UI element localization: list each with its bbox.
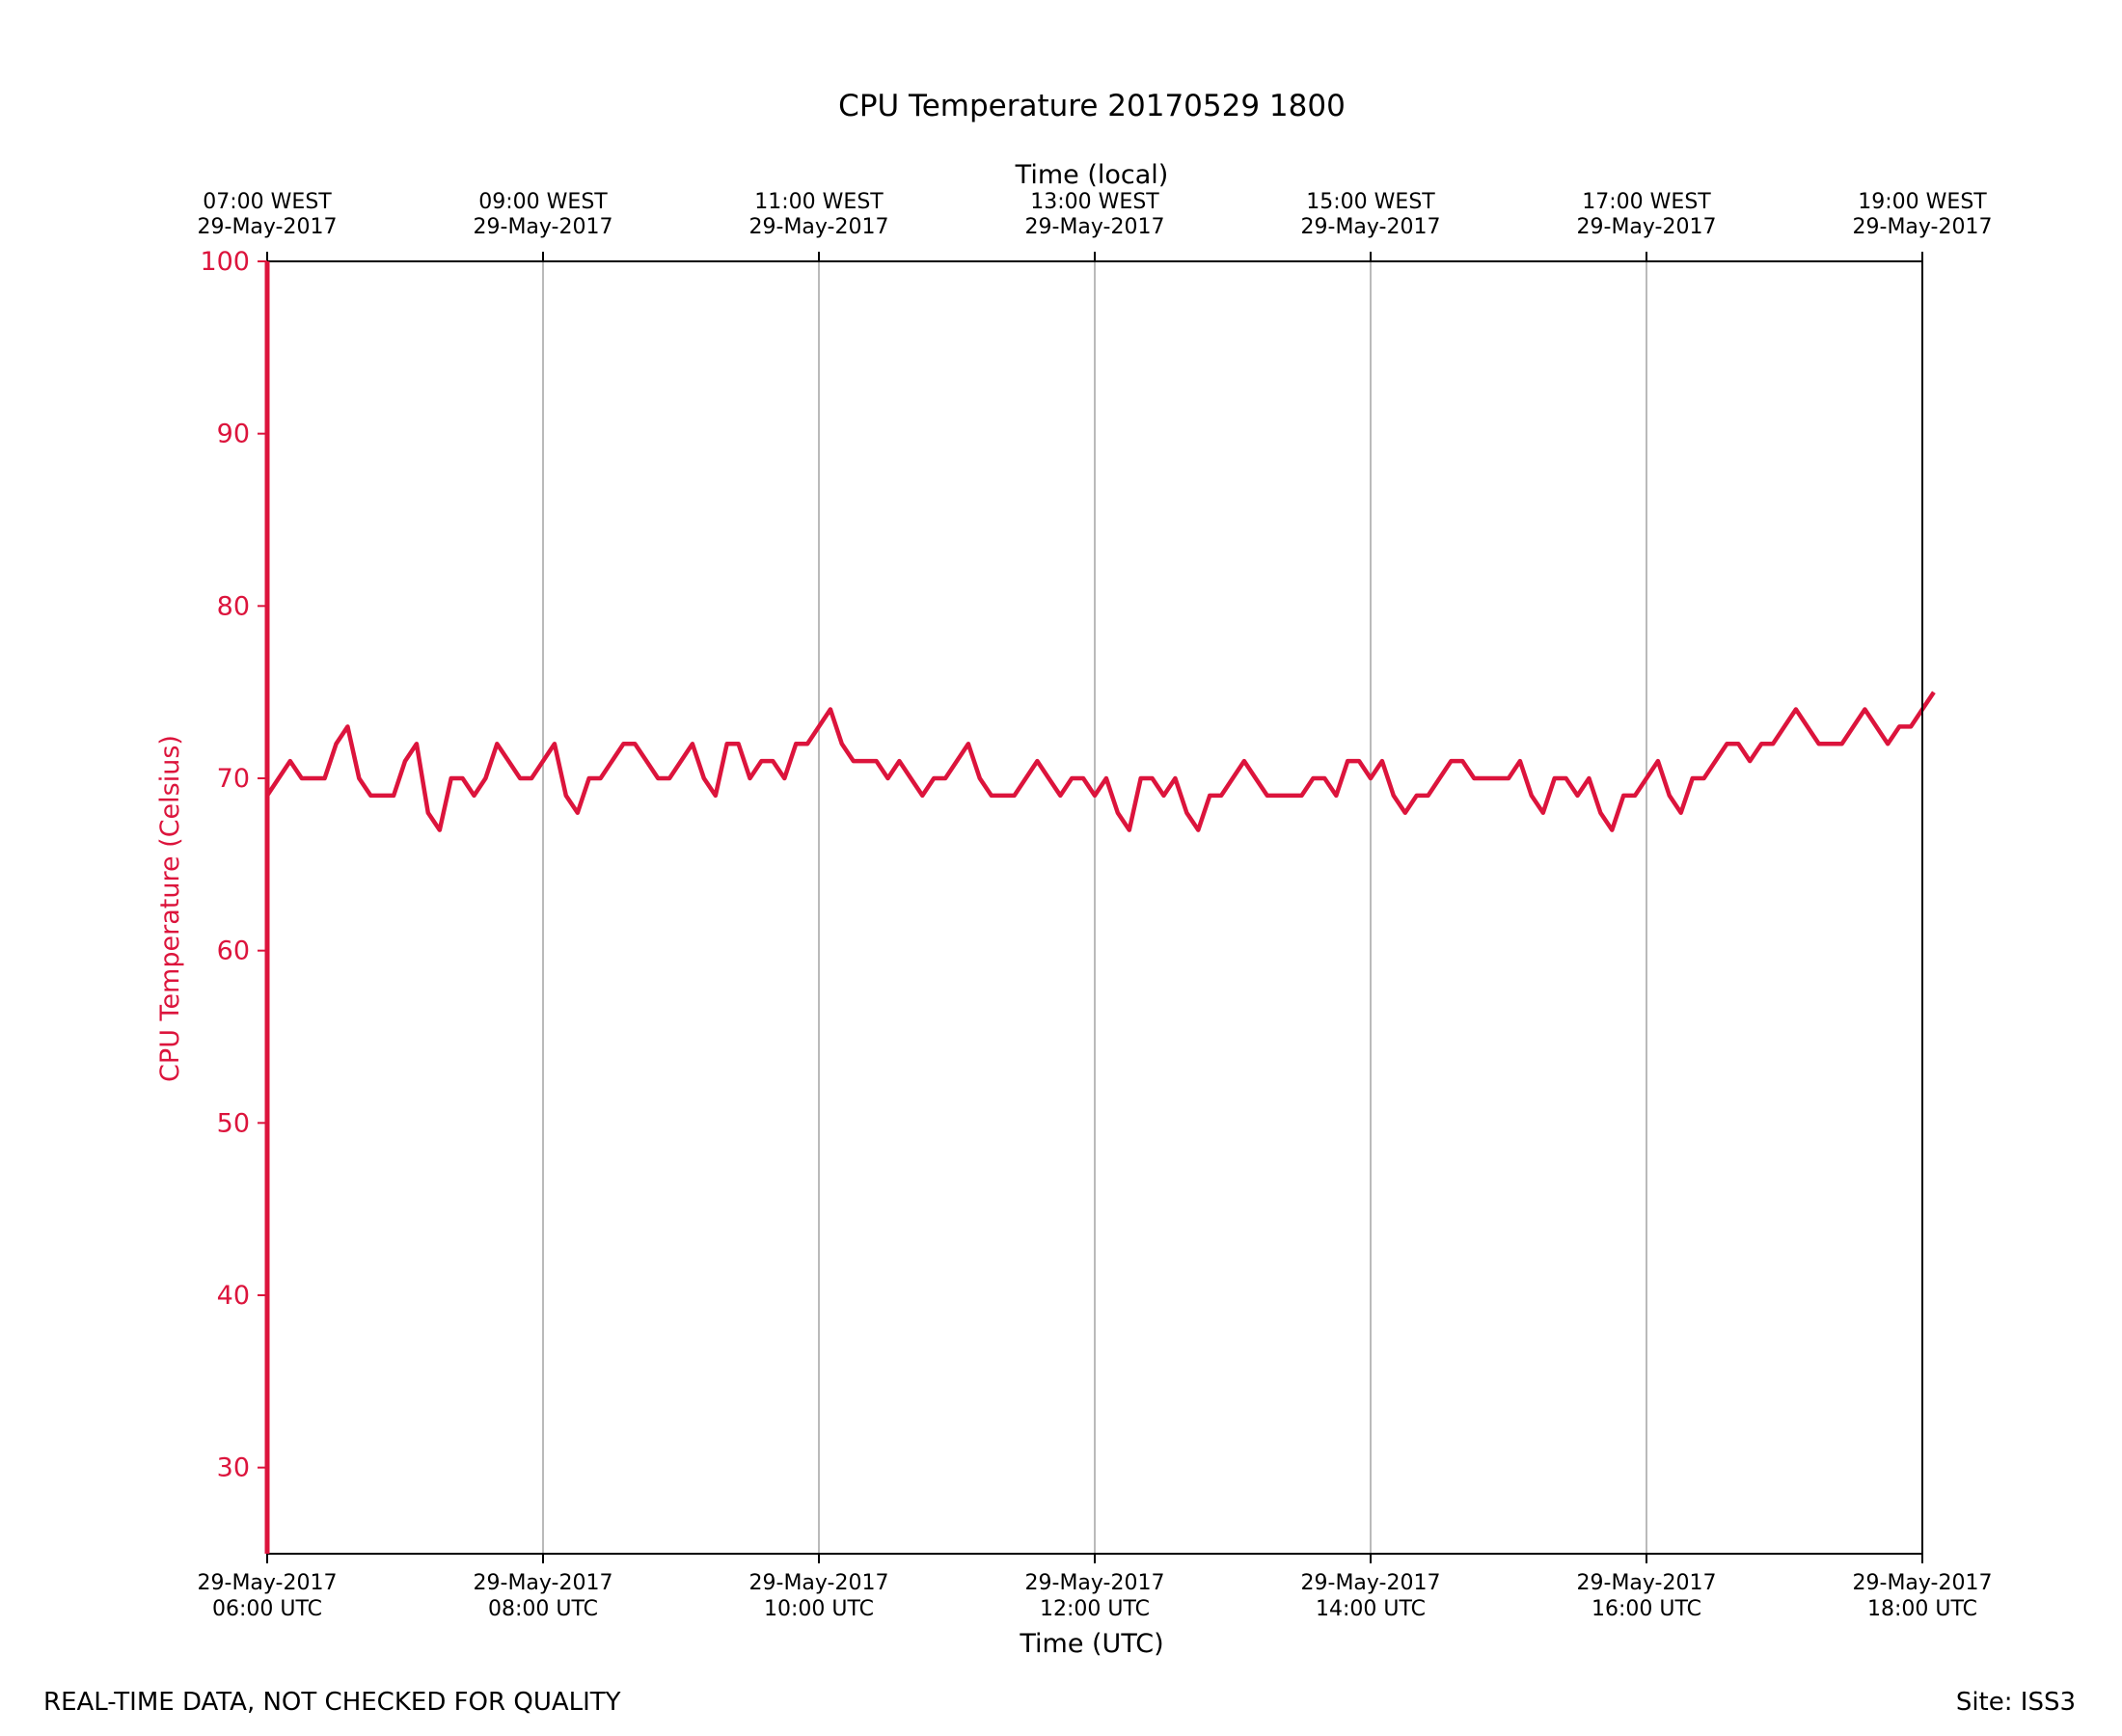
x-tick-label-time: 18:00 UTC [1867,1597,1977,1621]
quality-disclaimer: REAL-TIME DATA, NOT CHECKED FOR QUALITY [43,1688,621,1717]
y-axis-label: CPU Temperature (Celsius) [155,735,185,1082]
x2-tick-label-date: 29-May-2017 [1301,215,1441,239]
x-tick-label-time: 06:00 UTC [212,1597,322,1621]
y-tick-label: 60 [217,936,250,966]
x2-tick-label-time: 07:00 WEST [203,190,332,214]
x2-tick-label-time: 13:00 WEST [1030,190,1159,214]
x2-tick-label-date: 29-May-2017 [1577,215,1717,239]
y-tick-label: 40 [217,1281,250,1311]
bottom-axis-label: Time (UTC) [1019,1629,1163,1659]
x-tick-label-date: 29-May-2017 [1301,1571,1441,1595]
y-tick-label: 50 [217,1108,250,1138]
top-axis-label: Time (local) [1015,160,1169,190]
x-tick-label-time: 12:00 UTC [1040,1597,1150,1621]
x-tick-label-time: 10:00 UTC [764,1597,874,1621]
x2-tick-label-date: 29-May-2017 [474,215,613,239]
x-tick-label-date: 29-May-2017 [474,1571,613,1595]
x-tick-label-date: 29-May-2017 [1025,1571,1165,1595]
x-tick-label-date: 29-May-2017 [1577,1571,1717,1595]
y-tick-label: 100 [200,247,250,277]
x-tick-label-time: 08:00 UTC [488,1597,598,1621]
y-tick-label: 30 [217,1453,250,1483]
x-tick-label-date: 29-May-2017 [1853,1571,1993,1595]
x-tick-label-time: 16:00 UTC [1592,1597,1701,1621]
y-tick-label: 70 [217,764,250,794]
x2-tick-label-time: 11:00 WEST [754,190,884,214]
y-tick-label: 80 [217,591,250,621]
site-label: Site: ISS3 [1955,1688,2076,1717]
y-tick-label: 90 [217,420,250,449]
x2-tick-label-time: 19:00 WEST [1858,190,1987,214]
chart-title: CPU Temperature 20170529 1800 [838,89,1346,123]
x2-tick-label-date: 29-May-2017 [1025,215,1165,239]
x2-tick-label-time: 09:00 WEST [478,190,608,214]
x-tick-label-date: 29-May-2017 [198,1571,338,1595]
x2-tick-label-time: 17:00 WEST [1582,190,1711,214]
x2-tick-label-date: 29-May-2017 [749,215,889,239]
gridlines [542,261,1647,1554]
series-layer [265,691,1936,832]
x2-tick-label-date: 29-May-2017 [198,215,338,239]
x2-tick-label-date: 29-May-2017 [1853,215,1993,239]
x2-tick-label-time: 15:00 WEST [1306,190,1435,214]
series-line-cpu-temperature [265,691,1936,832]
x-tick-label-date: 29-May-2017 [749,1571,889,1595]
x-tick-label-time: 14:00 UTC [1316,1597,1426,1621]
